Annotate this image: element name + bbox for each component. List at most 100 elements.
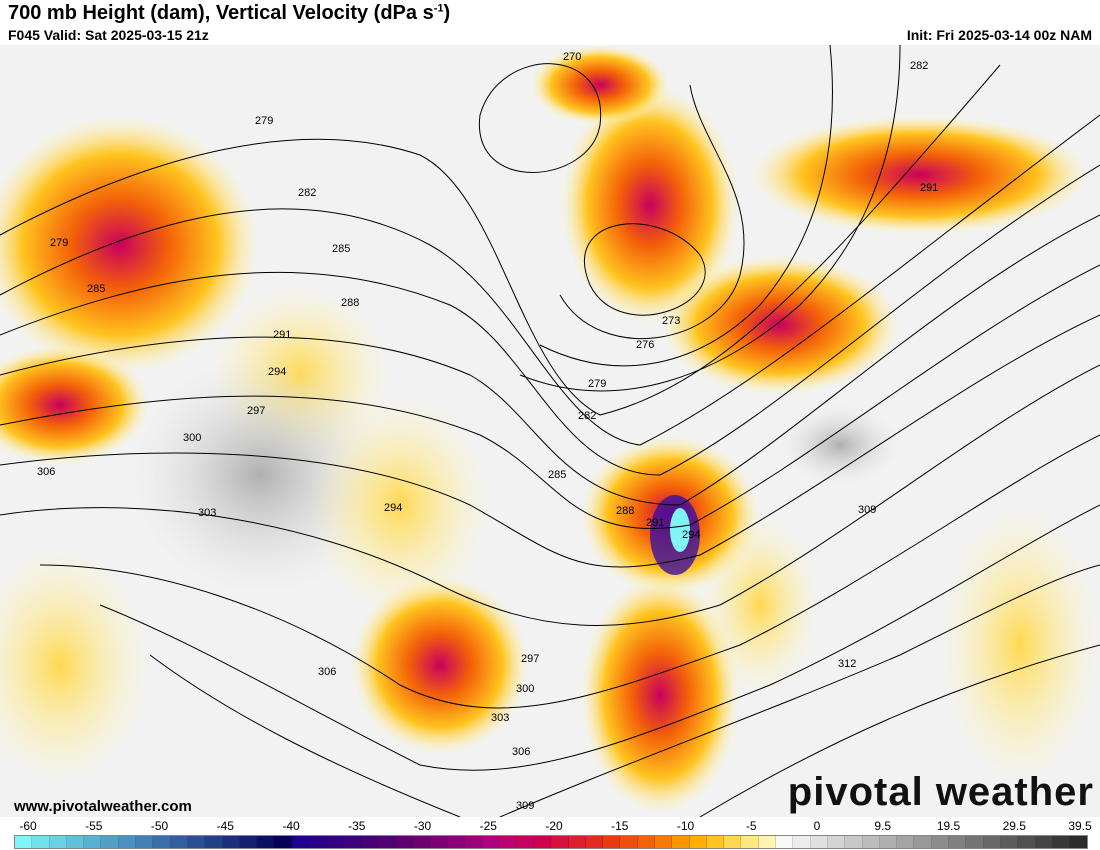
contour-label: 285 [332,243,350,255]
colorbar-swatch [1035,836,1053,848]
contour-label: 297 [247,405,265,417]
contour-label: 297 [521,653,539,665]
colorbar-swatch [326,836,344,848]
contour-label: 309 [858,504,876,516]
colorbar-swatch [914,836,932,848]
contour-label: 306 [512,746,530,758]
contour-label: 288 [616,505,634,517]
colorbar-tick-label: -50 [150,819,169,833]
colorbar-swatch [291,836,310,848]
colorbar-swatch [810,836,828,848]
colorbar-swatch [118,836,137,848]
colorbar-tick-label: -40 [282,819,300,833]
valid-time: F045 Valid: Sat 2025-03-15 21z [8,27,209,43]
colorbar-swatch [447,836,465,848]
colorbar-swatch [274,836,292,848]
colorbar-swatch [343,836,361,848]
colorbar [14,835,1088,849]
contour-label: 294 [384,502,402,514]
colorbar-swatch [257,836,275,848]
contour-label: 309 [516,800,534,812]
contour-label: 291 [273,329,291,341]
colorbar-swatch [983,836,1001,848]
colorbar-swatch [568,836,586,848]
contour-label: 279 [50,237,68,249]
colorbar-swatch [689,836,707,848]
colorbar-swatch [464,836,483,848]
colorbar-swatch [776,836,794,848]
colorbar-swatch [136,836,154,848]
colorbar-ticks: -60 -55 -50 -45 -40 -35 -30 -25 -20 -15 -10 -5 0 9.5 1… [0,819,1100,835]
contour-label: 270 [563,51,581,63]
colorbar-tick-label: -10 [676,819,695,833]
title-end: ) [443,2,451,24]
colorbar-swatch [845,836,863,848]
website-link[interactable]: www.pivotalweather.com [14,798,192,815]
colorbar-swatch [879,836,898,848]
colorbar-swatch [360,836,379,848]
colorbar-swatch [482,836,500,848]
contour-label: 300 [183,432,201,444]
colorbar-swatch [499,836,517,848]
colorbar-swatch [430,836,448,848]
colorbar-swatch [49,836,67,848]
colorbar-swatch [101,836,119,848]
colorbar-swatch [724,836,742,848]
contour-label: 285 [548,469,566,481]
contour-label: 276 [636,339,654,351]
contour-label: 279 [588,378,606,390]
contour-label: 285 [87,283,105,295]
colorbar-swatch [1052,836,1071,848]
colorbar-swatch [603,836,621,848]
colorbar-tick-label: -55 [85,819,103,833]
contour-label: 291 [646,517,664,529]
colorbar-swatch [827,836,846,848]
colorbar-swatch [1000,836,1019,848]
colorbar-swatch [187,836,206,848]
init-time: Init: Fri 2025-03-14 00z NAM [906,27,1092,43]
colorbar-swatch [966,836,984,848]
colorbar-swatch [741,836,759,848]
colorbar-swatch [15,836,33,848]
colorbar-swatch [793,836,811,848]
map-title: 700 mb Height (dam), Vertical Velocity (… [8,2,450,25]
colorbar-swatch [585,836,604,848]
contour-label: 273 [662,315,680,327]
contour-labels: 270 282 279 282 291 279 285 285 288 291 … [37,51,938,812]
colorbar-swatch [897,836,915,848]
colorbar-tick-label: 9.5 [874,819,892,833]
weather-map[interactable]: 270 282 279 282 291 279 285 285 288 291 … [0,45,1100,817]
colorbar-swatch [66,836,85,848]
colorbar-swatch [516,836,534,848]
title-superscript: -1 [433,2,444,15]
colorbar-tick-label: -45 [216,819,234,833]
colorbar-swatch [533,836,552,848]
colorbar-tick-label: -60 [19,819,37,833]
colorbar-swatch [378,836,396,848]
contour-label: 294 [682,529,700,541]
contour-label: 291 [920,182,938,194]
contour-label: 303 [491,712,509,724]
pivotal-weather-logo: pivotal weather [787,770,1094,814]
height-contours [0,45,1100,817]
contour-label: 312 [838,658,856,670]
colorbar-tick-label: 19.5 [936,819,961,833]
contour-label: 282 [910,60,928,72]
colorbar-swatch [1018,836,1036,848]
colorbar-swatch [949,836,967,848]
colorbar-swatch [758,836,777,848]
vertical-velocity-shading [0,45,1100,815]
colorbar-swatch [551,836,569,848]
contour-label: 282 [298,187,316,199]
colorbar-swatch [931,836,950,848]
colorbar-swatch [395,836,413,848]
colorbar-swatch [412,836,431,848]
colorbar-swatch [32,836,50,848]
colorbar-swatch [170,836,188,848]
colorbar-swatch [637,836,655,848]
colorbar-tick-label: -20 [545,819,563,833]
colorbar-tick-label: 39.5 [1068,819,1092,833]
contour-label: 279 [255,115,273,127]
colorbar-swatch [620,836,638,848]
colorbar-tick-label: -5 [745,819,757,833]
